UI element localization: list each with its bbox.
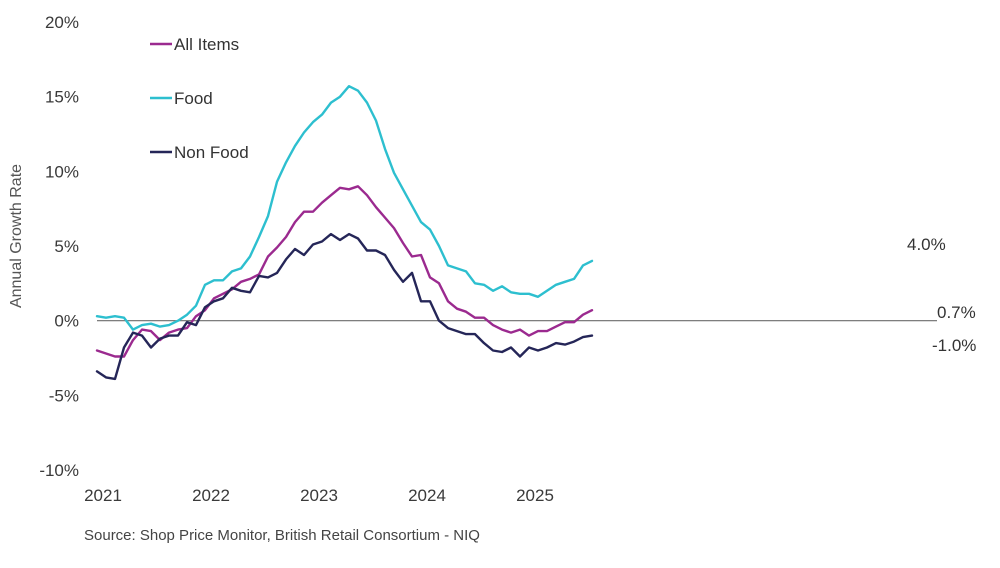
source-note: Source: Shop Price Monitor, British Reta… — [84, 527, 480, 544]
y-tick-label: 5% — [54, 237, 79, 256]
y-tick-label: 10% — [45, 162, 79, 181]
end-label-food: 4.0% — [907, 235, 946, 254]
legend-label: All Items — [174, 35, 239, 54]
end-labels: 0.7% 4.0% -1.0% — [907, 235, 976, 355]
y-tick-label: -5% — [49, 386, 79, 405]
legend-label: Non Food — [174, 143, 249, 162]
x-tick-label: 2021 — [84, 486, 122, 505]
y-tick-label: 0% — [54, 312, 79, 331]
end-label-non-food: -1.0% — [932, 336, 976, 355]
series-line-food — [95, 84, 594, 331]
series-line-non-food — [95, 232, 594, 381]
y-tick-label: -10% — [39, 461, 79, 480]
x-tick-label: 2025 — [516, 486, 554, 505]
x-axis-ticks: 2021 2022 2023 2024 2025 — [84, 486, 554, 505]
y-tick-label: 15% — [45, 88, 79, 107]
x-tick-label: 2024 — [408, 486, 446, 505]
x-tick-label: 2023 — [300, 486, 338, 505]
legend-label: Food — [174, 89, 213, 108]
y-axis-ticks: -10% -5% 0% 5% 10% 15% 20% — [39, 13, 79, 480]
series-lines — [95, 84, 594, 381]
legend: All Items Food Non Food — [150, 35, 249, 162]
x-tick-label: 2022 — [192, 486, 230, 505]
y-tick-label: 20% — [45, 13, 79, 32]
end-label-all-items: 0.7% — [937, 303, 976, 322]
y-axis-label: Annual Growth Rate — [8, 164, 25, 308]
series-line-all-items — [95, 185, 594, 358]
